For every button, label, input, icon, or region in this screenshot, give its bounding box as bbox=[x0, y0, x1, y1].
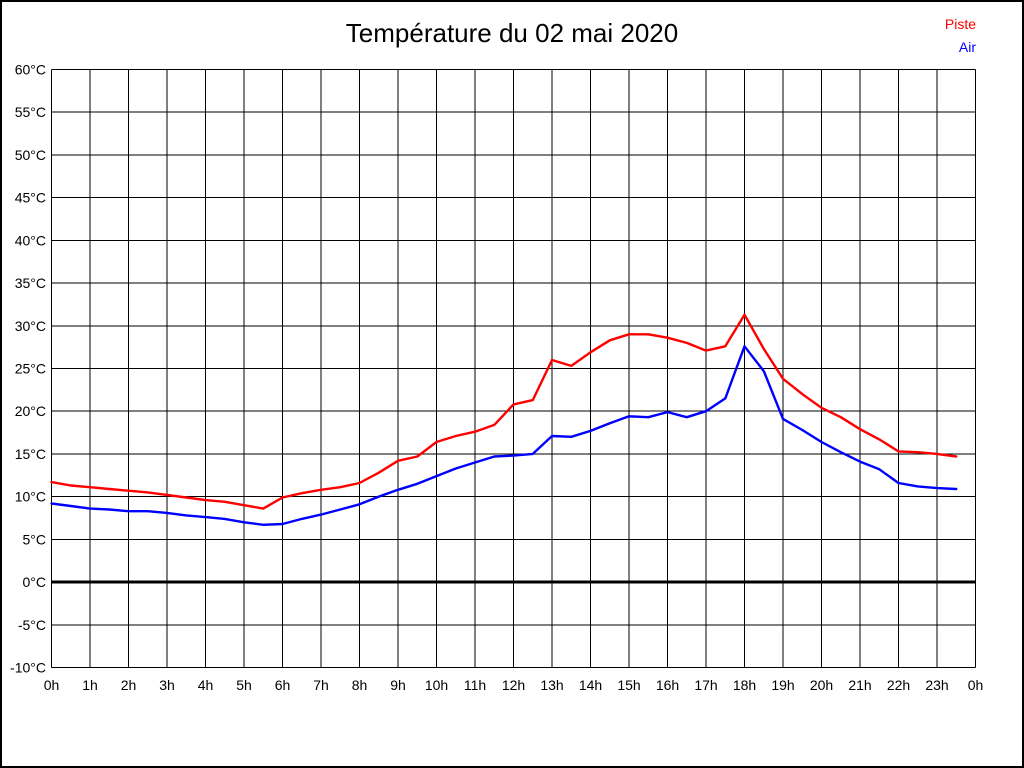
x-axis-tick-label: 4h bbox=[198, 677, 214, 693]
x-axis-tick-label: 6h bbox=[275, 677, 291, 693]
x-axis-tick-label: 15h bbox=[617, 677, 640, 693]
x-axis-tick-label: 12h bbox=[502, 677, 525, 693]
y-axis-tick-label: 15°C bbox=[15, 446, 46, 462]
y-axis-tick-label: 5°C bbox=[23, 531, 47, 547]
y-axis-tick-label: 0°C bbox=[23, 574, 47, 590]
x-axis-tick-label: 2h bbox=[121, 677, 137, 693]
x-axis-tick-label: 9h bbox=[390, 677, 406, 693]
x-axis-tick-label: 0h bbox=[44, 677, 60, 693]
x-axis-tick-label: 22h bbox=[887, 677, 910, 693]
x-axis-tick-label: 5h bbox=[236, 677, 252, 693]
x-axis-tick-label: 7h bbox=[313, 677, 329, 693]
x-axis-tick-label: 1h bbox=[82, 677, 98, 693]
y-axis-tick-label: -5°C bbox=[18, 617, 46, 633]
x-axis-tick-label: 18h bbox=[733, 677, 756, 693]
y-axis-tick-label: 10°C bbox=[15, 489, 46, 505]
x-axis-tick-label: 17h bbox=[694, 677, 717, 693]
y-axis-tick-label: 60°C bbox=[15, 62, 46, 78]
chart-legend: Piste Air bbox=[945, 13, 976, 59]
y-axis-tick-label: 55°C bbox=[15, 104, 46, 120]
legend-item-piste: Piste bbox=[944, 16, 976, 32]
series-line-air bbox=[50, 345, 958, 526]
y-axis-tick-label: 50°C bbox=[15, 147, 46, 163]
x-axis-tick-label: 13h bbox=[540, 677, 563, 693]
y-axis-tick-label: 45°C bbox=[15, 190, 46, 206]
y-axis-tick-label: -10°C bbox=[10, 660, 46, 676]
x-axis-tick-label: 8h bbox=[352, 677, 368, 693]
x-axis-tick-label: 10h bbox=[425, 677, 448, 693]
x-axis-tick-label: 16h bbox=[656, 677, 679, 693]
x-axis-tick-label: 19h bbox=[771, 677, 794, 693]
series-line-piste bbox=[50, 313, 958, 510]
y-axis-tick-label: 30°C bbox=[15, 318, 46, 334]
y-axis-tick-label: 25°C bbox=[15, 361, 46, 377]
y-axis-tick-label: 20°C bbox=[15, 403, 46, 419]
x-axis-tick-label: 3h bbox=[159, 677, 175, 693]
x-axis-tick-label: 14h bbox=[579, 677, 602, 693]
y-axis-tick-label: 35°C bbox=[15, 275, 46, 291]
x-axis-tick-label: 23h bbox=[925, 677, 948, 693]
x-axis-tick-label: 0h bbox=[968, 677, 984, 693]
x-axis-tick-label: 20h bbox=[810, 677, 833, 693]
y-axis-tick-label: 40°C bbox=[15, 232, 46, 248]
chart-title: Température du 02 mai 2020 bbox=[345, 18, 679, 48]
x-axis-tick-label: 11h bbox=[464, 677, 486, 693]
legend-item-air: Air bbox=[958, 39, 976, 55]
x-axis-tick-label: 21h bbox=[848, 677, 871, 693]
